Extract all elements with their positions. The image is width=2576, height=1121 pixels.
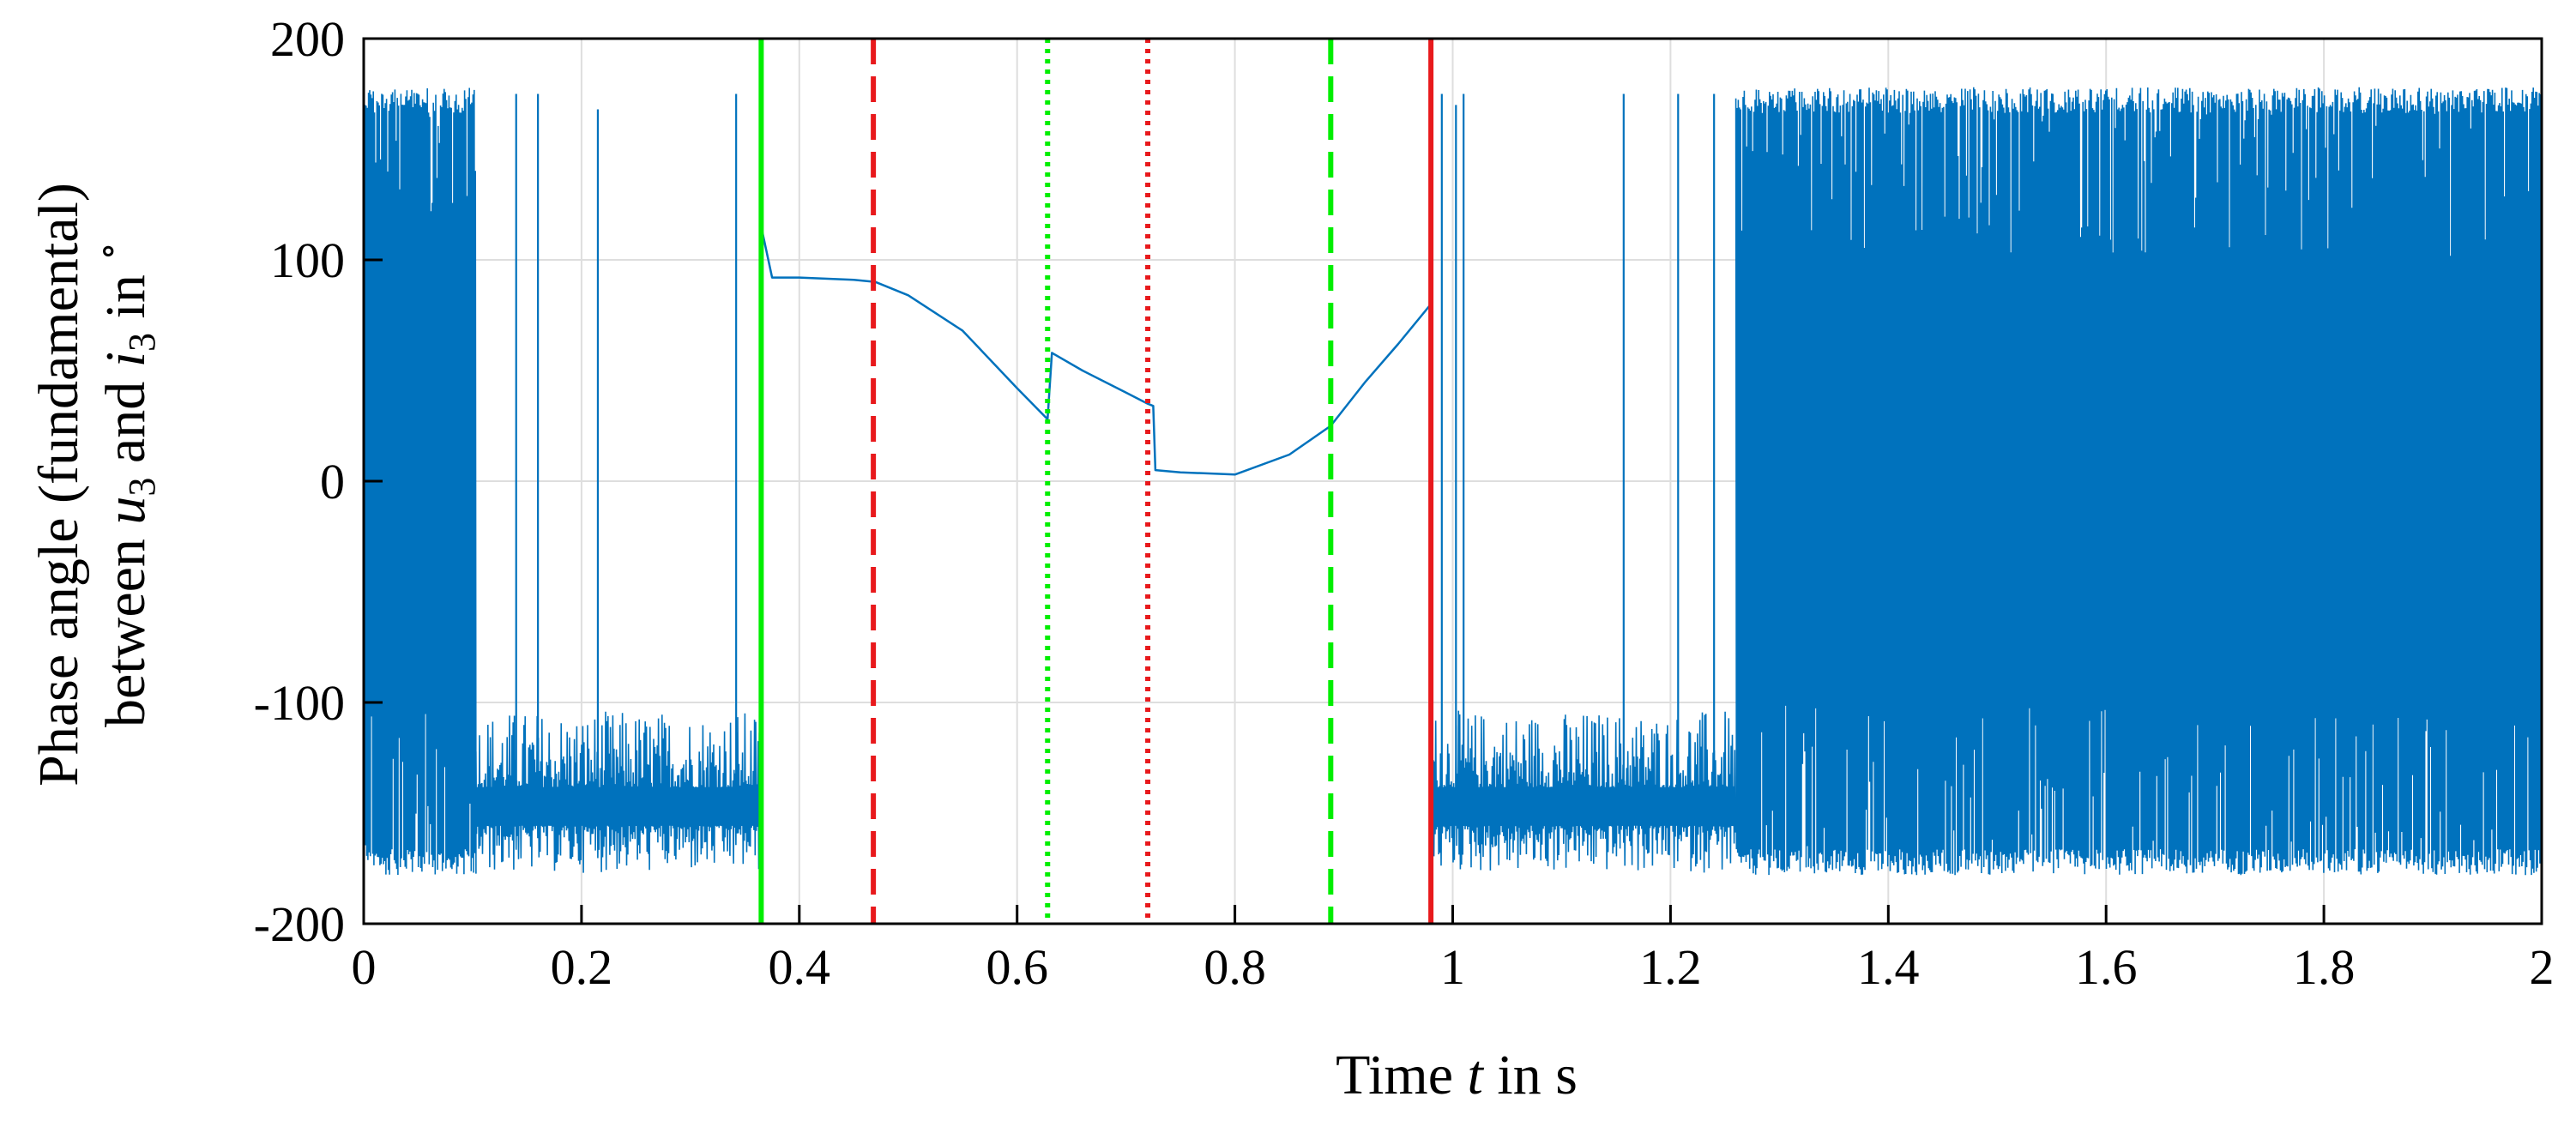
x-tick-label: 2 [2530, 939, 2555, 995]
x-tick-label: 1.4 [1857, 939, 1920, 995]
noise-band-3 [1734, 87, 2543, 876]
y-label-in: in [94, 261, 157, 333]
y-label-degree: ∘ [87, 242, 129, 261]
y-tick-label: 100 [270, 232, 345, 288]
y-label-and: and [94, 367, 157, 477]
x-tick-label: 0.6 [986, 939, 1048, 995]
y-tick-label: -100 [254, 675, 345, 731]
y-label-between: between [94, 525, 157, 727]
vertical-markers [758, 39, 1434, 924]
y-tick-label: -200 [254, 896, 345, 952]
x-tick-label: 0.8 [1204, 939, 1266, 995]
x-axis-label-variable: t [1468, 1044, 1485, 1106]
data-series [363, 87, 2543, 876]
x-tick-label: 1.2 [1639, 939, 1702, 995]
smooth-phase-curve [760, 226, 1433, 476]
y-label-i-sub: 3 [121, 333, 163, 352]
y-label-i: i [94, 352, 157, 367]
x-tick-label: 1 [1440, 939, 1465, 995]
y-axis-label: Phase angle (fundamental) between u3 and… [27, 183, 163, 787]
axes [362, 37, 2543, 925]
x-tick-label: 0.2 [551, 939, 613, 995]
y-label-u: u [94, 497, 157, 525]
x-axis-label-suffix: in s [1483, 1044, 1578, 1106]
x-tick-label: 1.6 [2075, 939, 2138, 995]
y-tick-label: 200 [270, 11, 345, 67]
x-tick-label: 0 [352, 939, 377, 995]
tick-labels: 0 0.2 0.4 0.6 0.8 1 1.2 1.4 1.6 1.8 2 -200 -100 0 100 2… [254, 11, 2555, 995]
x-axis-label: Time t in s [1336, 1044, 1578, 1106]
noise-band-1 [475, 711, 763, 873]
y-axis-label-line2: between u3 and i3 in ∘ [87, 242, 163, 727]
x-tick-label: 1.8 [2293, 939, 2356, 995]
y-label-u-sub: 3 [121, 478, 163, 497]
x-tick-label: 0.4 [769, 939, 831, 995]
noise-band-2 [1430, 710, 1736, 873]
y-axis-label-line1: Phase angle (fundamental) [27, 183, 90, 787]
noise-band-0 [363, 87, 477, 876]
y-tick-label: 0 [320, 454, 345, 509]
x-axis-label-prefix: Time [1336, 1044, 1467, 1106]
